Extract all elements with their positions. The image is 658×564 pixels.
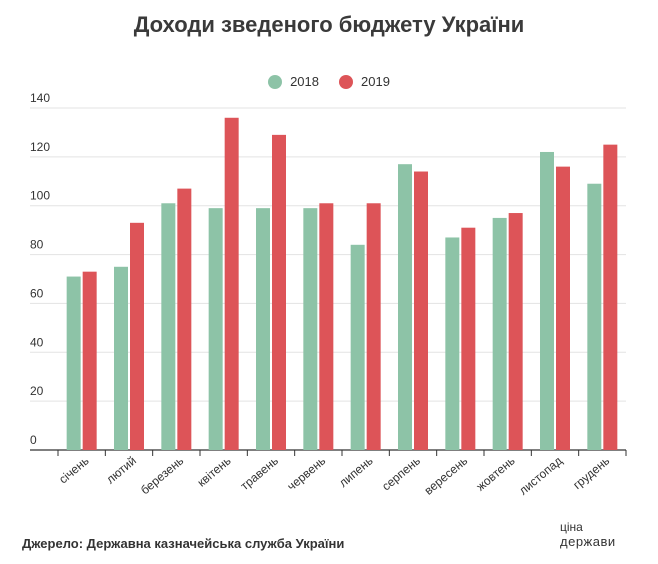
bar-2018-січень [66,276,81,450]
logo-line1: ціна [560,520,583,534]
legend-label-2019: 2019 [361,74,390,89]
bar-2018-серпень [398,164,412,450]
bar-2018-червень [303,208,318,450]
bar-2018-листопад [540,151,554,450]
legend-item-2019: 2019 [339,74,390,89]
bar-2019-лютий [130,222,144,450]
x-tick-label: січень [56,454,91,487]
bar-2019-квітень [224,117,239,451]
bar-2018-грудень [587,183,602,450]
bar-2018-липень [350,244,365,450]
legend-item-2018: 2018 [268,74,319,89]
y-tick-label: 80 [30,238,44,252]
bar-2019-серпень [414,171,428,450]
x-tick-label: вересень [422,454,471,498]
x-tick-label: червень [284,454,328,494]
bar-2019-березень [177,188,192,450]
x-tick-label: грудень [570,454,612,492]
x-tick-label: листопад [516,454,565,498]
bar-2019-грудень [603,144,618,450]
x-tick-label: липень [336,454,375,490]
legend-swatch-2019 [339,74,353,89]
y-tick-label: 0 [30,433,37,447]
y-tick-label: 100 [30,189,50,203]
bar-2018-вересень [445,237,460,450]
bar-2018-жовтень [492,217,507,450]
bar-2018-березень [161,203,176,450]
x-tick-label: березень [138,454,186,498]
bar-2018-лютий [114,266,128,450]
legend: 2018 2019 [0,74,658,89]
logo: ціна держави [560,518,616,552]
x-tick-label: серпень [379,454,423,494]
x-tick-label: травень [238,454,281,493]
y-tick-label: 20 [30,384,44,398]
bar-2019-вересень [461,227,476,450]
y-tick-label: 120 [30,140,50,154]
chart-title: Доходи зведеного бюджету України [133,12,525,37]
x-tick-label: жовтень [474,454,518,494]
y-tick-label: 60 [30,286,44,300]
bar-2019-листопад [556,166,570,450]
logo-line2: держави [560,534,616,549]
x-tick-label: лютий [103,454,139,487]
source-note: Джерело: Державна казначейська служба Ук… [22,536,345,551]
bar-2019-жовтень [508,213,523,450]
legend-swatch-2018 [268,74,283,89]
y-tick-label: 40 [30,335,44,349]
y-tick-label: 140 [30,91,50,105]
bar-2019-червень [319,203,334,450]
bar-2019-травень [272,134,286,450]
bar-2019-липень [366,203,381,450]
legend-label-2018: 2018 [290,74,319,89]
x-tick-label: квітень [195,454,234,490]
bar-2018-травень [256,208,270,450]
bar-2019-січень [82,271,97,450]
bar-2018-квітень [208,208,223,450]
